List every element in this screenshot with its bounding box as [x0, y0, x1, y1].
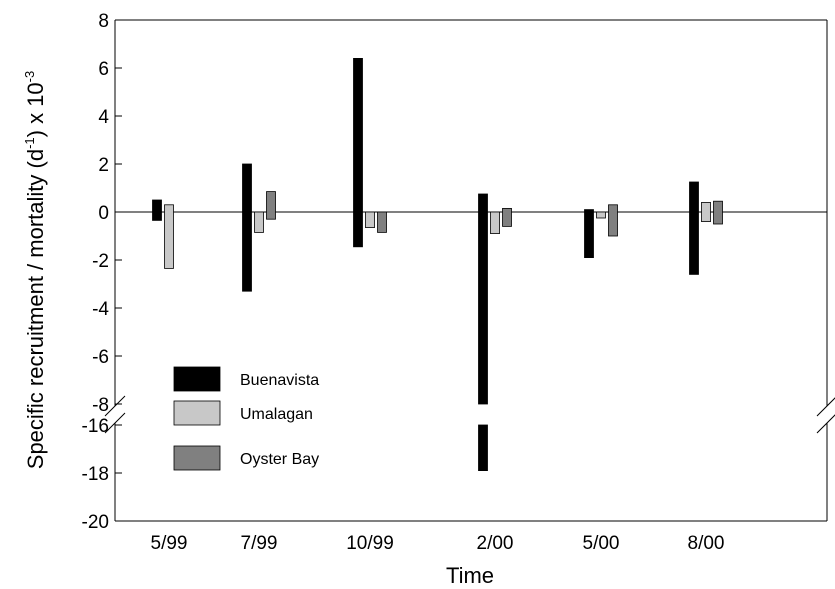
- bar-oyster-bay-2: [377, 211, 387, 233]
- bar-umalagan-0: [164, 204, 174, 269]
- legend-swatch-buenavista: [173, 366, 221, 392]
- legend-swatch-oyster-bay: [173, 445, 221, 471]
- y-axis-title-tail: ) x 10: [23, 82, 48, 137]
- x-axis-title: Time: [446, 563, 494, 588]
- legend-label: Oyster Bay: [240, 451, 319, 468]
- x-tick-label: 7/99: [241, 533, 278, 554]
- x-tick-label: 10/99: [346, 533, 394, 554]
- bar-buenavista-0: [152, 199, 162, 221]
- y-tick-label: 2: [98, 155, 109, 176]
- legend-label: Umalagan: [240, 406, 313, 423]
- plot-frame: [104, 19, 835, 522]
- bar-oyster-bay-5: [713, 200, 723, 225]
- bar-series: [152, 58, 723, 471]
- axis-break-mark-left-upper: [104, 395, 126, 417]
- bar-buenavista-5: [689, 181, 699, 275]
- y-axis-title-main: Specific recruitment / mortality (d: [23, 149, 48, 469]
- x-tick-label: 5/99: [151, 533, 188, 554]
- x-tick-label: 5/00: [583, 533, 620, 554]
- bar-oyster-bay-4: [608, 204, 618, 237]
- y-axis-title: Specific recruitment / mortality (d-1) x…: [22, 71, 48, 469]
- bar-oyster-bay-3: [502, 207, 512, 227]
- y-tick-label: -2: [92, 251, 109, 272]
- y-tick-label: -6: [92, 347, 109, 368]
- bar-umalagan-1: [254, 211, 264, 233]
- bar-umalagan-2: [365, 211, 375, 229]
- y-tick-label: 6: [98, 59, 109, 80]
- bar-buenavista-1: [242, 163, 252, 292]
- legend: Buenavista Umalagan Oyster Bay: [173, 366, 319, 471]
- x-tick-label: 8/00: [688, 533, 725, 554]
- axis-break-mark-right-lower: [816, 414, 835, 434]
- y-tick-label: -20: [82, 512, 109, 533]
- axis-break-mark-right-upper: [816, 397, 835, 417]
- legend-label: Buenavista: [240, 372, 319, 389]
- y-axis-title-exp: -3: [22, 71, 37, 83]
- y-tick-label: 4: [98, 107, 109, 128]
- y-axis-ticks: 8 6 4 2 0 -2 -4 -6 -8-16 -18 -20: [82, 11, 122, 533]
- legend-swatch-umalagan: [173, 400, 221, 426]
- y-axis-title-sup: -1: [22, 137, 37, 149]
- bar-umalagan-5: [701, 201, 711, 222]
- bar-buenavista-2: [353, 58, 363, 248]
- y-tick-label: -16: [82, 416, 109, 437]
- axis-break-mark-left-lower: [104, 412, 126, 434]
- bar-buenavista-3-lower: [478, 424, 488, 471]
- bar-buenavista-3-upper: [478, 193, 488, 405]
- y-tick-label: 8: [98, 11, 109, 32]
- x-axis-ticks: 5/99 7/99 10/99 2/00 5/00 8/00: [151, 533, 725, 554]
- x-tick-label: 2/00: [477, 533, 514, 554]
- bar-umalagan-3: [490, 211, 500, 235]
- y-tick-label: -18: [82, 464, 109, 485]
- y-tick-label: -4: [92, 299, 109, 320]
- bar-umalagan-4: [596, 211, 606, 219]
- bar-buenavista-4: [584, 209, 594, 259]
- bar-oyster-bay-1: [266, 191, 276, 220]
- y-tick-label: -8: [92, 395, 109, 416]
- y-tick-label: 0: [98, 203, 109, 224]
